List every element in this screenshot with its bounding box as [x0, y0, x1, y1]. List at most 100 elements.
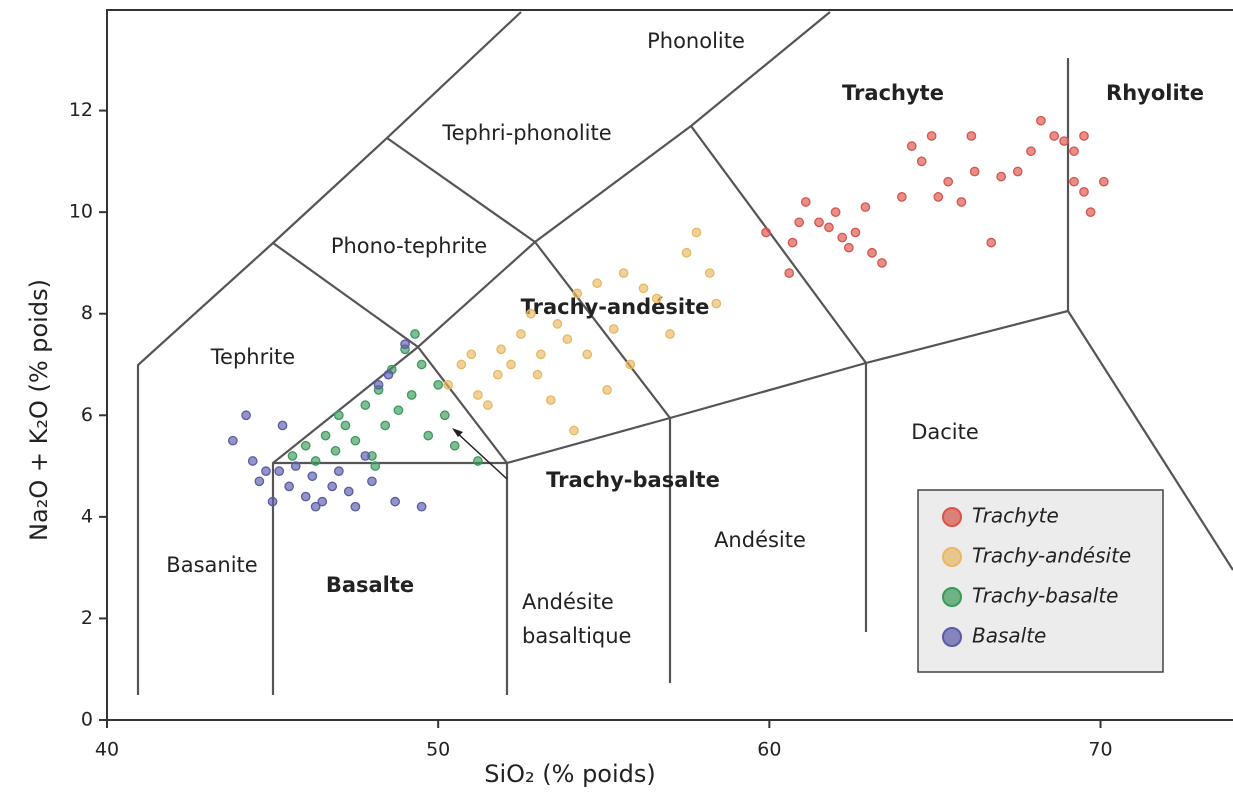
- point: [300, 440, 311, 451]
- point: [850, 227, 861, 238]
- point: [562, 334, 573, 344]
- point: [410, 329, 420, 339]
- field-boundaries: [136, 11, 1233, 695]
- point: [843, 242, 854, 253]
- x-tick-label: 40: [95, 739, 119, 761]
- point: [926, 131, 937, 141]
- point: [267, 496, 278, 507]
- legend-label: Trachy-andésite: [972, 544, 1131, 568]
- point: [651, 293, 662, 304]
- point: [552, 319, 563, 329]
- point: [433, 379, 444, 390]
- point: [1079, 131, 1089, 141]
- point: [535, 349, 546, 360]
- point: [711, 298, 722, 309]
- point: [466, 349, 477, 360]
- point: [572, 288, 583, 299]
- point: [284, 481, 294, 492]
- field-label: Basalte: [326, 573, 414, 597]
- point: [367, 476, 377, 487]
- legend-marker: [942, 587, 962, 607]
- point: [794, 217, 805, 228]
- x-tick-label: 60: [757, 739, 781, 761]
- point: [416, 359, 427, 370]
- point: [483, 400, 493, 410]
- point: [300, 491, 311, 502]
- y-tick-label: 10: [69, 201, 93, 223]
- point: [317, 496, 328, 507]
- point: [506, 359, 516, 370]
- point: [360, 451, 371, 461]
- point: [473, 456, 483, 466]
- point: [877, 258, 887, 268]
- y-tick-label: 4: [81, 505, 93, 527]
- point: [516, 329, 526, 339]
- y-tick-label: 8: [81, 302, 93, 324]
- point: [439, 410, 450, 421]
- field-label: Basanite: [166, 553, 257, 577]
- point: [380, 420, 391, 431]
- legend-label: Basalte: [972, 624, 1046, 648]
- point: [330, 445, 341, 456]
- point: [247, 456, 258, 466]
- point: [492, 369, 503, 380]
- point: [310, 501, 321, 512]
- field-label: Trachy-andésite: [521, 295, 710, 319]
- point: [761, 227, 771, 238]
- point: [638, 283, 649, 294]
- point: [393, 405, 404, 416]
- point: [360, 400, 371, 410]
- point: [373, 379, 384, 390]
- point: [473, 390, 483, 400]
- point: [569, 425, 579, 436]
- point: [287, 451, 298, 461]
- point: [830, 207, 841, 217]
- point: [406, 390, 417, 400]
- point: [867, 247, 877, 258]
- point: [443, 379, 453, 390]
- point: [383, 369, 394, 380]
- point: [456, 359, 467, 370]
- point: [906, 141, 917, 151]
- legend-marker: [942, 547, 962, 567]
- point: [254, 476, 265, 487]
- point: [400, 339, 410, 350]
- point: [681, 247, 692, 258]
- point: [618, 268, 629, 278]
- point: [1012, 166, 1023, 177]
- y-tick-label: 12: [69, 99, 93, 121]
- field-label: Andésite: [714, 528, 806, 552]
- point: [340, 420, 351, 431]
- point: [1036, 115, 1046, 126]
- point: [896, 192, 907, 202]
- point: [350, 501, 361, 512]
- point: [608, 324, 619, 334]
- point: [691, 227, 702, 238]
- point: [1059, 136, 1069, 146]
- field-label: Phono-tephrite: [331, 234, 487, 258]
- point: [227, 435, 238, 446]
- point: [261, 466, 271, 476]
- point: [966, 131, 977, 141]
- point: [532, 369, 543, 380]
- point: [602, 385, 612, 395]
- point: [787, 237, 798, 248]
- point: [933, 192, 944, 202]
- field-label: Tephri-phonolite: [441, 121, 611, 145]
- x-tick-label: 50: [426, 739, 450, 761]
- point: [1079, 186, 1089, 197]
- point: [1049, 131, 1060, 141]
- point: [784, 268, 795, 278]
- point: [496, 344, 506, 355]
- point: [824, 222, 834, 233]
- point: [625, 359, 636, 370]
- point: [307, 471, 318, 482]
- field-label: Trachy-basalte: [546, 468, 720, 492]
- point: [996, 171, 1007, 182]
- y-tick-label: 6: [81, 404, 93, 426]
- point: [800, 197, 811, 207]
- y-tick-label: 0: [81, 709, 93, 731]
- point: [310, 456, 321, 466]
- point: [986, 237, 997, 248]
